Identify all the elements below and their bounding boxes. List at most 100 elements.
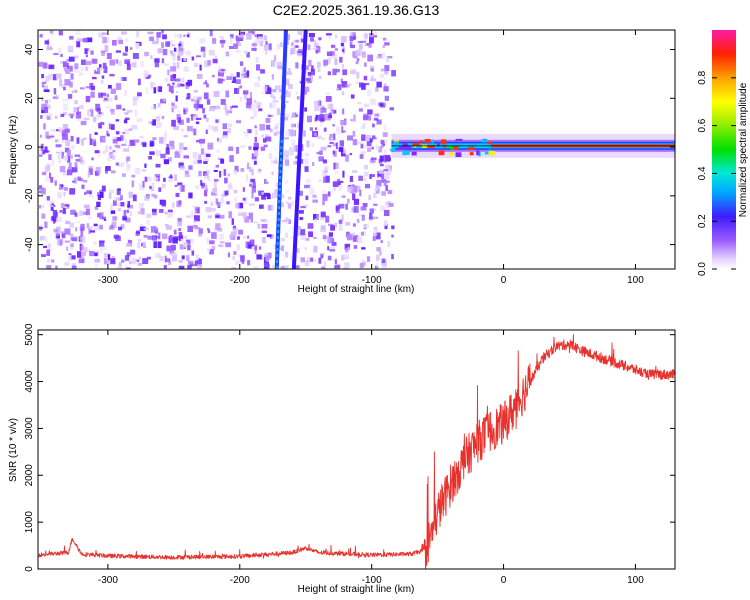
spectrogram-cell (170, 90, 174, 94)
spectrogram-cell (176, 90, 179, 94)
spectrogram-cell (310, 68, 315, 76)
spectrogram-cell (372, 135, 376, 140)
spectrogram-cell (194, 260, 198, 267)
spectrogram-cell (226, 110, 233, 114)
spectrogram-cell (356, 141, 363, 145)
spectrogram-cell (45, 176, 51, 182)
spectrogram-cell (194, 185, 200, 190)
spectrogram-cell (353, 205, 359, 213)
spectrogram-cell (218, 66, 222, 72)
spectrogram-cell (202, 108, 205, 114)
spectrogram-cell (219, 241, 225, 244)
spectrogram-cell (197, 259, 202, 265)
spectrogram-cell (341, 91, 345, 96)
spectrogram-cell (66, 68, 70, 73)
spectrogram-cell (253, 110, 257, 118)
spectrogram-cell (369, 174, 372, 180)
spectrogram-cell (83, 204, 90, 209)
spectrogram-cell (369, 37, 374, 44)
spectrogram-cell (115, 162, 119, 166)
spectrogram-cell (135, 43, 140, 49)
spectrogram-cell (207, 142, 214, 150)
spectrogram-cell (164, 255, 167, 263)
spectrogram-cell (177, 51, 184, 56)
spectrogram-cell (364, 183, 371, 189)
spectrogram-cell (66, 246, 69, 251)
spectrogram-cell (347, 198, 350, 204)
spectrogram-cell (356, 236, 363, 244)
spectrogram-cell (66, 205, 70, 209)
spectrogram-cell (328, 223, 334, 226)
spectrogram-cell (207, 228, 210, 231)
spectrogram-cell (98, 123, 102, 129)
spectrogram-cell (69, 81, 73, 88)
spectrogram-cell (169, 50, 174, 54)
spectrogram-cell (64, 240, 71, 243)
spectrogram-cell (221, 37, 224, 40)
spectrogram-cell (198, 154, 202, 160)
spectrogram-x-tick-label: -300 (98, 275, 118, 286)
spectrogram-cell (178, 43, 182, 47)
spectrogram-cell (262, 237, 266, 244)
spectrogram-cell (245, 130, 249, 137)
spectrogram-cell (384, 71, 389, 75)
colorbar-tick-label: 0.4 (697, 166, 708, 180)
spectrogram-cell (261, 223, 268, 229)
spectrogram-cell (251, 43, 257, 47)
spectrogram-cell (192, 151, 198, 159)
snr-plot-area (38, 330, 675, 569)
spectrogram-cell (391, 254, 394, 260)
spectrogram-cell (216, 149, 220, 153)
spectrogram-cell (172, 55, 176, 61)
spectrogram-cell (384, 95, 389, 101)
spectrogram-cell (169, 140, 175, 147)
spectrogram-cell (105, 166, 108, 174)
spectrogram-cell (260, 219, 267, 222)
spectrogram-cell (77, 220, 81, 224)
carrier-blob (476, 150, 480, 156)
spectrogram-cell (75, 30, 81, 35)
spectrogram-cell (179, 244, 184, 250)
spectrogram-cell (364, 83, 370, 86)
spectrogram-cell (136, 118, 143, 123)
spectrogram-cell (195, 107, 199, 111)
spectrogram-cell (195, 96, 202, 100)
spectrogram-cell (253, 266, 259, 269)
spectrogram-cell (229, 233, 233, 239)
spectrogram-cell (93, 241, 97, 245)
spectrogram-cell (213, 90, 220, 98)
spectrogram-cell (65, 220, 71, 225)
spectrogram-cell (257, 36, 264, 43)
spectrogram-cell (150, 106, 155, 110)
spectrogram-cell (191, 250, 195, 256)
spectrogram-cell (148, 156, 152, 160)
spectrogram-cell (163, 177, 166, 182)
spectrogram-cell (128, 128, 133, 131)
spectrogram-cell (192, 128, 196, 133)
spectrogram-cell (172, 237, 178, 244)
spectrogram-cell (224, 104, 227, 110)
spectrogram-cell (79, 87, 85, 90)
spectrogram-cell (240, 145, 246, 148)
spectrogram-cell (238, 229, 243, 235)
spectrogram-cell (166, 143, 169, 149)
spectrogram-cell (141, 169, 147, 172)
spectrogram-cell (310, 37, 314, 42)
spectrogram-cell (68, 113, 75, 117)
spectrogram-cell (215, 223, 221, 230)
spectrogram-cell (249, 183, 253, 187)
spectrogram-cell (369, 138, 373, 143)
figure-title: C2E2.2025.361.19.36.G13 (273, 2, 440, 18)
spectrogram-cell (183, 34, 186, 37)
spectrogram-cell (332, 150, 335, 155)
spectrogram-cell (163, 134, 167, 141)
spectrogram-cell (183, 241, 188, 248)
spectrogram-cell (364, 38, 368, 46)
spectrogram-cell (41, 74, 44, 79)
spectrogram-cell (369, 33, 374, 36)
spectrogram-cell (382, 52, 385, 59)
spectrogram-cell (59, 79, 63, 86)
spectrogram-cell (178, 184, 182, 191)
spectrogram-cell (85, 86, 91, 89)
spectrogram-cell (225, 51, 229, 57)
